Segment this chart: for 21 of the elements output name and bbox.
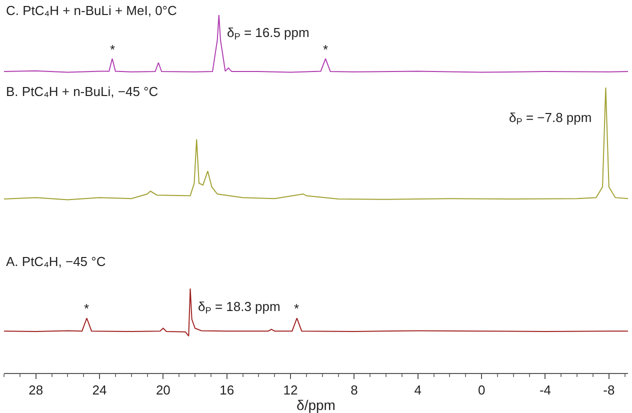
annotation: *: [323, 42, 328, 57]
x-tick-label: -4: [539, 382, 551, 398]
annotation: δ$_{P}$ = −7.8 ppm: [509, 110, 592, 127]
x-tick-label: 28: [28, 382, 44, 398]
annotation: A. PtC₄H, −45 °C: [6, 254, 106, 269]
x-axis-title: δ/ppm: [296, 397, 336, 413]
annotation: *: [84, 301, 90, 316]
x-tick-label: 12: [283, 382, 298, 398]
x-tick-label: 20: [156, 382, 170, 398]
x-tick-label: 24: [92, 382, 107, 398]
x-tick-label: -8: [603, 382, 615, 398]
annotation: δ$_{P}$ = 18.3 ppm: [198, 299, 280, 316]
annotation: *: [294, 301, 300, 316]
x-tick-label: 0: [478, 382, 486, 398]
annotation: C. PtC₄H + n-BuLi + MeI, 0°C: [6, 3, 177, 18]
annotation: δ$_{P}$ = 16.5 ppm: [227, 25, 310, 42]
annotation: B. PtC₄H + n-BuLi, −45 °C: [6, 84, 158, 99]
x-tick-label: 4: [414, 382, 422, 398]
x-tick-label: 8: [350, 382, 358, 398]
x-tick-label: 16: [220, 382, 234, 398]
annotation: *: [110, 42, 116, 57]
